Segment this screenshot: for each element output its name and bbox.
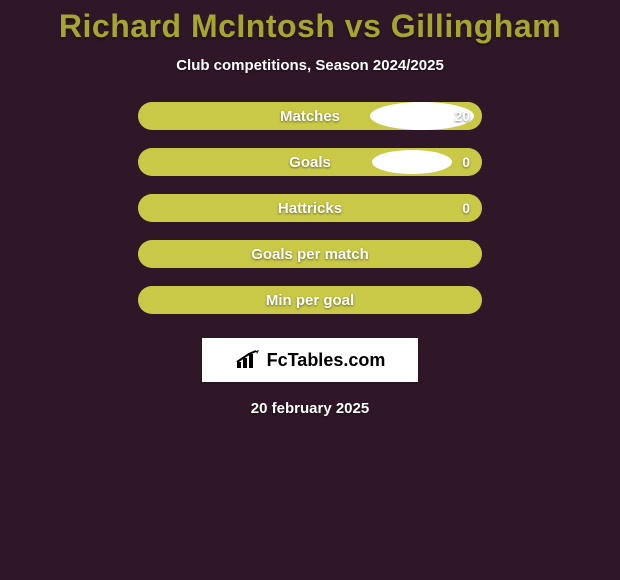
metric-value: 0 [462, 148, 470, 176]
brand-name: FcTables.com [267, 350, 386, 371]
metric-value: 20 [454, 102, 470, 130]
metric-bar: Matches20 [138, 102, 482, 130]
metric-label: Hattricks [138, 194, 482, 222]
page-subtitle: Club competitions, Season 2024/2025 [176, 57, 444, 74]
page-title: Richard McIntosh vs Gillingham [59, 8, 561, 45]
metric-row: Goals per match [138, 240, 482, 268]
metric-label: Min per goal [138, 286, 482, 314]
metric-row: Matches20 [138, 102, 482, 130]
brand-chart-icon [235, 350, 261, 370]
metric-value: 0 [462, 194, 470, 222]
stats-card: Richard McIntosh vs Gillingham Club comp… [0, 0, 620, 580]
metric-bar: Goals0 [138, 148, 482, 176]
metric-label: Goals per match [138, 240, 482, 268]
metric-label: Goals [138, 148, 482, 176]
brand-badge: FcTables.com [202, 338, 418, 382]
metrics-list: Matches20Goals0Hattricks0Goals per match… [138, 102, 482, 332]
metric-row: Hattricks0 [138, 194, 482, 222]
metric-row: Goals0 [138, 148, 482, 176]
metric-row: Min per goal [138, 286, 482, 314]
snapshot-date: 20 february 2025 [251, 400, 369, 417]
metric-bar: Goals per match [138, 240, 482, 268]
metric-label: Matches [138, 102, 482, 130]
metric-bar: Hattricks0 [138, 194, 482, 222]
metric-bar: Min per goal [138, 286, 482, 314]
